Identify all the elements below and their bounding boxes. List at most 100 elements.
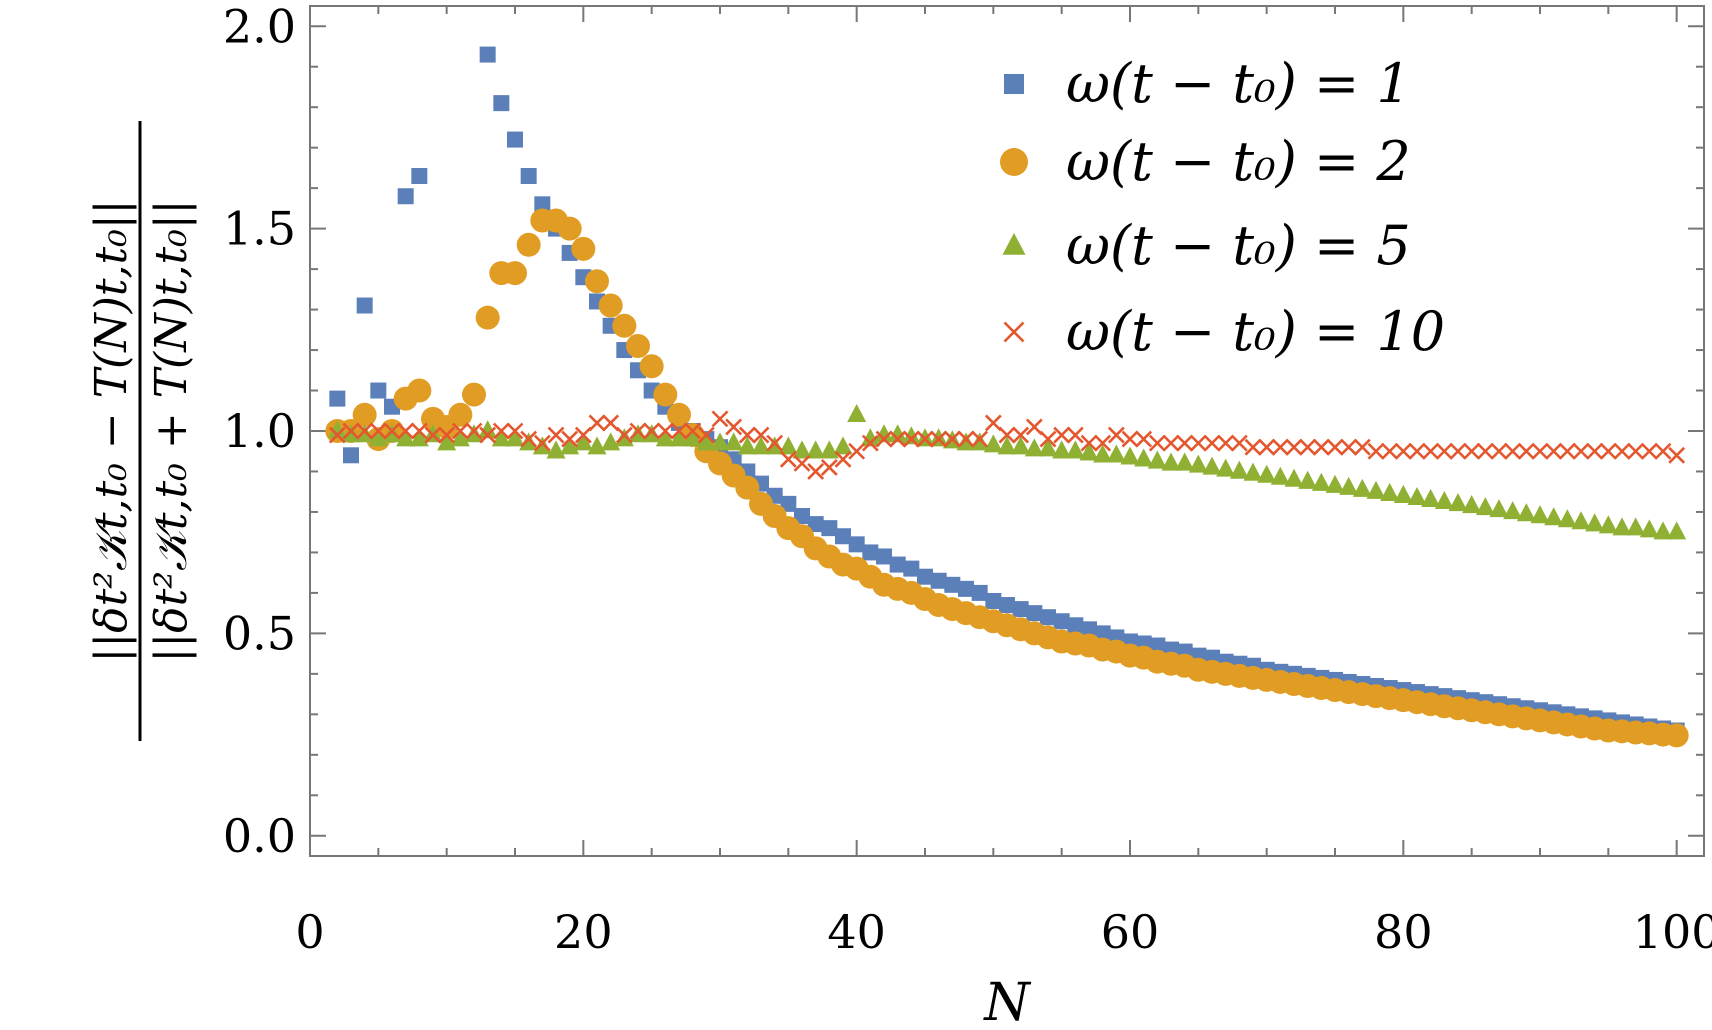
data-point [410, 422, 428, 440]
data-point [930, 572, 947, 589]
data-point [588, 414, 606, 432]
data-point [479, 426, 497, 444]
data-point [382, 424, 402, 443]
data-point [1340, 438, 1358, 456]
data-point [1080, 434, 1098, 452]
data-point [669, 428, 689, 447]
data-point [1612, 517, 1632, 536]
data-point [370, 382, 387, 399]
x-tick-label: 80 [1374, 905, 1433, 959]
data-point [983, 434, 1003, 453]
data-point [1530, 505, 1550, 524]
data-point [329, 390, 346, 407]
data-point [1381, 442, 1399, 460]
data-point [1503, 501, 1523, 520]
data-point [1545, 442, 1563, 460]
y-tick-label: 1.0 [223, 404, 296, 458]
data-point [407, 378, 432, 403]
series-3 [327, 403, 1687, 540]
data-point [780, 495, 797, 512]
data-point [1312, 438, 1330, 456]
data-point [1270, 466, 1290, 485]
data-point [1393, 484, 1413, 503]
data-point [1654, 442, 1672, 460]
data-point [724, 432, 744, 451]
data-point [464, 424, 484, 443]
data-point [1121, 430, 1139, 448]
data-point [516, 232, 541, 257]
data-point [1394, 442, 1412, 460]
legend-label: ω(t − t₀) = 1 [1066, 52, 1411, 115]
series-4 [328, 410, 1686, 480]
data-point [1038, 438, 1058, 457]
data-point [519, 432, 539, 451]
data-point [615, 426, 633, 444]
data-point [1202, 456, 1222, 475]
data-point [532, 436, 552, 455]
legend-marker [1004, 74, 1024, 94]
data-marks [325, 46, 1689, 748]
data-point [930, 430, 948, 448]
data-point [493, 95, 510, 112]
x-tick-label: 20 [554, 905, 613, 959]
x-tick-label: 60 [1101, 905, 1160, 959]
data-point [943, 430, 961, 448]
data-point [1189, 434, 1207, 452]
data-point [1079, 442, 1099, 461]
data-point [1326, 438, 1344, 456]
data-point [1053, 613, 1070, 630]
data-point [1135, 430, 1153, 448]
data-point [1435, 442, 1453, 460]
data-point [1066, 426, 1084, 444]
data-point [491, 428, 511, 447]
data-point [1011, 436, 1031, 455]
tick-labels: 0 20 40 60 80 100 0.0 0.5 1.0 1.5 2.0 [223, 0, 1712, 959]
data-point [1407, 486, 1427, 506]
data-point [1271, 438, 1289, 456]
data-point [506, 422, 524, 440]
data-point [1353, 438, 1371, 456]
data-point [505, 428, 525, 447]
data-point [1243, 462, 1263, 481]
data-point [1026, 605, 1043, 622]
data-point [1667, 521, 1687, 540]
data-point [1203, 434, 1221, 452]
data-point [779, 450, 797, 468]
data-point [848, 536, 865, 553]
data-point [1462, 495, 1482, 514]
data-point [738, 426, 756, 444]
legend: ω(t − t₀) = 1 ω(t − t₀) = 2 ω(t − t₀) = … [1000, 52, 1445, 363]
data-point [1229, 460, 1249, 479]
data-point [916, 430, 934, 448]
data-point [765, 436, 785, 455]
data-point [356, 297, 373, 314]
data-point [451, 422, 469, 440]
data-point [1449, 442, 1467, 460]
data-point [533, 434, 551, 452]
data-point [985, 593, 1002, 609]
data-point [397, 422, 415, 440]
data-point [903, 560, 920, 577]
data-point [1339, 476, 1359, 495]
data-point [1230, 434, 1248, 452]
data-point [574, 426, 592, 444]
data-point [343, 447, 359, 464]
data-point [1639, 519, 1659, 538]
data-point [735, 475, 760, 500]
data-point [1285, 438, 1303, 456]
data-point [585, 269, 609, 294]
data-point [571, 236, 596, 261]
series-2 [325, 208, 1689, 748]
data-point [806, 440, 826, 459]
legend-marker [1003, 321, 1025, 343]
data-point [697, 426, 715, 444]
data-point [1434, 491, 1454, 510]
data-point [612, 313, 637, 338]
data-point [520, 430, 538, 448]
data-point [875, 430, 893, 448]
data-point [507, 131, 523, 148]
data-point [999, 597, 1015, 614]
y-axis-label-denominator: ||δt²𝒦t,t₀ + T(N)t,t₀|| [146, 200, 197, 663]
data-point [639, 354, 664, 379]
